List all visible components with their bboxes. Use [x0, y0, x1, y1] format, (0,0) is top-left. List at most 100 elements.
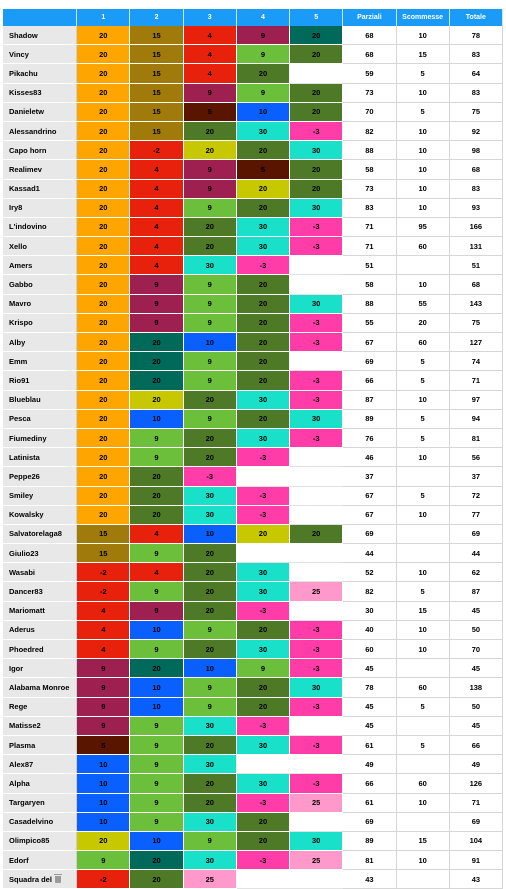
totale-cell[interactable]: 83 — [449, 44, 504, 65]
table-row[interactable]: Rio91 20 20 9 20 -3 66 5 71 — [3, 370, 504, 391]
table-row[interactable]: Squadra del -2 20 25 43 43 — [3, 869, 504, 889]
totale-cell[interactable]: 68 — [449, 274, 504, 295]
parziali-cell[interactable]: 71 — [342, 217, 397, 238]
score-cell-round-5[interactable]: 20 — [289, 179, 344, 199]
parziali-cell[interactable]: 45 — [342, 716, 397, 736]
score-cell-round-1[interactable]: 9 — [76, 658, 131, 679]
score-cell-round-3[interactable]: 30 — [183, 716, 237, 736]
score-cell-round-2[interactable]: 4 — [129, 198, 184, 218]
table-row[interactable]: Alpha 10 9 20 30 -3 66 60 126 — [3, 773, 504, 794]
player-name-cell[interactable]: Igor — [3, 658, 78, 679]
scommesse-cell[interactable] — [396, 524, 450, 545]
score-cell-round-5[interactable] — [289, 351, 344, 372]
score-cell-round-2[interactable]: 9 — [129, 754, 184, 775]
score-cell-round-1[interactable]: 9 — [76, 716, 131, 736]
score-cell-round-1[interactable]: 20 — [76, 409, 131, 429]
scommesse-cell[interactable]: 5 — [396, 581, 450, 602]
parziali-cell[interactable]: 88 — [342, 294, 397, 314]
table-row[interactable]: Capo horn 20 -2 20 20 30 88 10 98 — [3, 140, 504, 161]
score-cell-round-3[interactable]: 30 — [183, 812, 237, 832]
score-cell-round-3[interactable]: 20 — [183, 773, 237, 794]
header-col-1[interactable]: 1 — [76, 9, 131, 26]
score-cell-round-2[interactable]: 15 — [129, 121, 184, 142]
score-cell-round-3[interactable]: 20 — [183, 140, 237, 161]
header-col-5[interactable]: 5 — [289, 9, 344, 26]
parziali-cell[interactable]: 76 — [342, 428, 397, 449]
score-cell-round-2[interactable]: 9 — [129, 294, 184, 314]
scommesse-cell[interactable]: 10 — [396, 198, 450, 218]
score-cell-round-5[interactable]: -3 — [289, 773, 344, 794]
totale-cell[interactable]: 37 — [449, 466, 504, 487]
score-cell-round-1[interactable]: 20 — [76, 236, 131, 257]
score-cell-round-1[interactable]: 20 — [76, 217, 131, 238]
score-cell-round-5[interactable]: -3 — [289, 658, 344, 679]
score-cell-round-2[interactable]: 9 — [129, 447, 184, 468]
score-cell-round-3[interactable]: 4 — [183, 44, 237, 65]
totale-cell[interactable]: 45 — [449, 716, 504, 736]
player-name-cell[interactable]: Alby — [3, 332, 78, 353]
score-cell-round-4[interactable]: 20 — [236, 831, 291, 852]
score-cell-round-2[interactable]: 4 — [129, 524, 184, 545]
totale-cell[interactable]: 71 — [449, 370, 504, 391]
score-cell-round-1[interactable]: 20 — [76, 179, 131, 199]
totale-cell[interactable]: 94 — [449, 409, 504, 429]
totale-cell[interactable]: 66 — [449, 735, 504, 756]
player-name-cell[interactable]: Rio91 — [3, 370, 78, 391]
player-name-cell[interactable]: Kisses83 — [3, 83, 78, 103]
score-cell-round-3[interactable]: 9 — [183, 198, 237, 218]
totale-cell[interactable]: 49 — [449, 754, 504, 775]
player-name-cell[interactable]: Xello — [3, 236, 78, 257]
totale-cell[interactable]: 83 — [449, 179, 504, 199]
scommesse-cell[interactable]: 10 — [396, 179, 450, 199]
score-cell-round-5[interactable]: -3 — [289, 313, 344, 334]
totale-cell[interactable]: 138 — [449, 677, 504, 698]
player-name-cell[interactable]: Squadra del — [3, 869, 78, 889]
totale-cell[interactable]: 127 — [449, 332, 504, 353]
score-cell-round-5[interactable]: -3 — [289, 121, 344, 142]
score-cell-round-3[interactable]: 20 — [183, 581, 237, 602]
score-cell-round-2[interactable]: 4 — [129, 562, 184, 583]
player-name-cell[interactable]: Aderus — [3, 620, 78, 641]
totale-cell[interactable]: 44 — [449, 543, 504, 564]
score-cell-round-4[interactable] — [236, 543, 291, 564]
score-cell-round-5[interactable]: 20 — [289, 26, 344, 46]
scommesse-cell[interactable]: 10 — [396, 562, 450, 583]
header-col-4[interactable]: 4 — [236, 9, 291, 26]
score-cell-round-3[interactable]: 5 — [183, 102, 237, 122]
score-cell-round-3[interactable]: 20 — [183, 236, 237, 257]
score-cell-round-5[interactable] — [289, 716, 344, 736]
table-row[interactable]: Alabama Monroe 9 10 9 20 30 78 60 138 — [3, 677, 504, 698]
score-cell-round-1[interactable]: 20 — [76, 255, 131, 276]
parziali-cell[interactable]: 69 — [342, 524, 397, 545]
scommesse-cell[interactable]: 5 — [396, 486, 450, 506]
totale-cell[interactable]: 51 — [449, 255, 504, 276]
score-cell-round-4[interactable]: 20 — [236, 179, 291, 199]
scommesse-cell[interactable]: 10 — [396, 140, 450, 161]
table-row[interactable]: Mariomatt 4 9 20 -3 30 15 45 — [3, 601, 504, 621]
score-cell-round-4[interactable]: 10 — [236, 102, 291, 122]
player-name-cell[interactable]: Blueblau — [3, 390, 78, 410]
table-row[interactable]: Shadow 20 15 4 9 20 68 10 78 — [3, 26, 504, 46]
scommesse-cell[interactable]: 10 — [396, 83, 450, 103]
player-name-cell[interactable]: Shadow — [3, 26, 78, 46]
totale-cell[interactable]: 126 — [449, 773, 504, 794]
score-cell-round-2[interactable]: 15 — [129, 44, 184, 65]
totale-cell[interactable]: 50 — [449, 620, 504, 641]
score-cell-round-3[interactable]: 20 — [183, 543, 237, 564]
table-row[interactable]: Plasma 5 9 20 30 -3 61 5 66 — [3, 735, 504, 756]
score-cell-round-2[interactable]: 15 — [129, 102, 184, 122]
score-cell-round-3[interactable]: 9 — [183, 294, 237, 314]
totale-cell[interactable]: 87 — [449, 581, 504, 602]
score-cell-round-5[interactable]: 30 — [289, 831, 344, 852]
score-cell-round-1[interactable]: 9 — [76, 850, 131, 871]
score-cell-round-3[interactable]: 20 — [183, 562, 237, 583]
score-cell-round-5[interactable] — [289, 869, 344, 889]
table-row[interactable]: Pikachu 20 15 4 20 59 5 64 — [3, 63, 504, 84]
score-cell-round-5[interactable]: -3 — [289, 735, 344, 756]
score-cell-round-3[interactable]: 20 — [183, 217, 237, 238]
totale-cell[interactable]: 98 — [449, 140, 504, 161]
player-name-cell[interactable]: Casadelvino — [3, 812, 78, 832]
player-name-cell[interactable]: Edorf — [3, 850, 78, 871]
score-cell-round-3[interactable]: 30 — [183, 255, 237, 276]
score-cell-round-3[interactable]: 20 — [183, 735, 237, 756]
